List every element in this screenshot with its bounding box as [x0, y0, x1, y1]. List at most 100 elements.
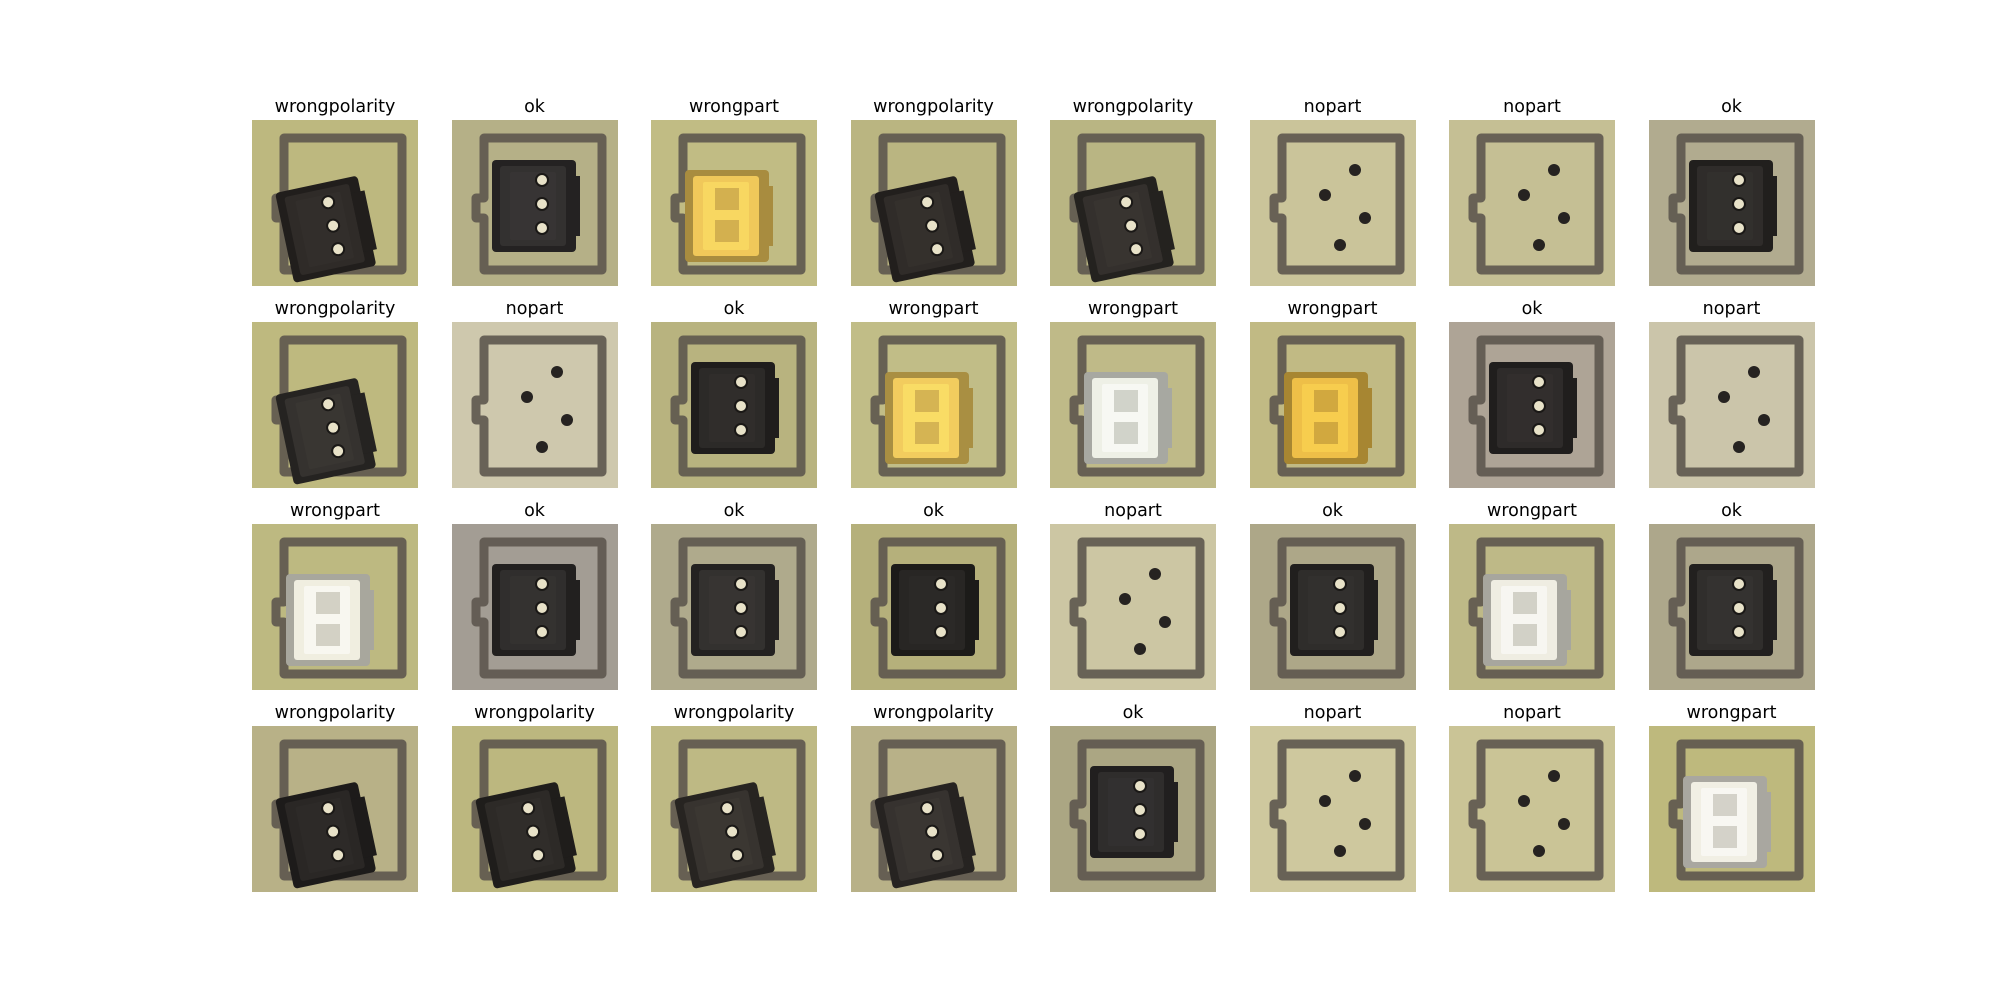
connector-pin — [331, 242, 346, 257]
connector-pin — [1124, 218, 1139, 233]
silkscreen-outline — [471, 739, 606, 881]
pad-hole — [1348, 770, 1361, 782]
connector-photo — [651, 726, 817, 892]
silkscreen-outline — [1668, 537, 1803, 679]
silkscreen-outline — [670, 335, 806, 477]
photo-tile: nopart — [1449, 97, 1615, 286]
pad-hole — [1717, 391, 1730, 403]
connector-photo — [1249, 322, 1416, 488]
tile-label: wrongpart — [888, 299, 979, 319]
connector-photo — [850, 726, 1017, 892]
tile-label: wrongpart — [290, 501, 380, 521]
photo-tile: wrongpart — [1648, 703, 1815, 892]
connector-photo — [451, 524, 618, 690]
silkscreen-outline — [271, 739, 407, 881]
tile-label: nopart — [505, 299, 564, 319]
connector-body — [275, 378, 377, 485]
photo-tile: nopart — [1050, 501, 1216, 690]
silkscreen-outline — [1069, 133, 1205, 275]
connector-photo — [850, 120, 1017, 286]
photo-tile: wrongpart — [1050, 299, 1216, 488]
photo-tile: wrongpart — [651, 97, 817, 286]
silkscreen-outline — [1668, 739, 1803, 881]
connector-pin — [734, 601, 748, 615]
silkscreen-outline — [1269, 739, 1404, 881]
tile-label: ok — [1721, 97, 1742, 117]
silkscreen-outline — [1468, 537, 1604, 679]
connector-pin — [1731, 173, 1746, 187]
connector-pin — [924, 824, 939, 839]
photo-tile: wrongpart — [850, 299, 1017, 488]
silkscreen-outline — [1468, 335, 1604, 477]
connector-pin — [933, 601, 948, 615]
connector-pin — [1332, 625, 1347, 639]
connector-pin — [1133, 779, 1147, 793]
connector-photo — [252, 524, 418, 690]
photo-tile: wrongpolarity — [252, 299, 418, 488]
connector-pin — [734, 423, 748, 437]
pad-hole — [1358, 818, 1371, 830]
pad-hole — [1348, 164, 1361, 176]
photo-tile: ok — [651, 501, 817, 690]
connector-pin — [933, 577, 948, 591]
connector-pin — [1731, 197, 1746, 211]
pad-hole — [1558, 212, 1570, 224]
connector-body — [275, 782, 377, 889]
silkscreen-outline — [870, 739, 1005, 881]
silkscreen-outline — [471, 537, 606, 679]
connector-body — [685, 170, 773, 262]
connector-body — [475, 782, 577, 889]
connector-pin — [1731, 577, 1746, 591]
connector-pin — [534, 221, 549, 235]
silkscreen-outline — [271, 537, 407, 679]
tile-label: ok — [524, 97, 545, 117]
connector-photo — [850, 524, 1017, 690]
connector-pin — [331, 848, 346, 863]
photo-tile: nopart — [1648, 299, 1815, 488]
tile-label: ok — [1122, 703, 1144, 723]
connector-body — [1682, 776, 1771, 868]
tile-label: wrongpart — [1686, 703, 1777, 723]
connector-pin — [734, 375, 748, 389]
connector-pin — [734, 625, 748, 639]
photo-tile: ok — [451, 97, 618, 286]
connector-body — [884, 372, 973, 464]
connector-pin — [1119, 195, 1134, 210]
silkscreen-outline — [1668, 133, 1803, 275]
tile-label: nopart — [1702, 299, 1761, 319]
silkscreen-outline — [1269, 537, 1404, 679]
connector-pin — [734, 399, 748, 413]
pad-hole — [1134, 643, 1146, 655]
silkscreen-outline — [870, 537, 1005, 679]
connector-photo — [451, 322, 618, 488]
photo-tile: wrongpolarity — [252, 703, 418, 892]
photo-tile: nopart — [451, 299, 618, 488]
connector-photo — [1249, 726, 1416, 892]
photo-tile: wrongpolarity — [1050, 97, 1216, 286]
pad-hole — [1757, 414, 1770, 426]
tile-label: ok — [524, 501, 545, 521]
connector-body — [1084, 372, 1172, 464]
silkscreen-outline — [870, 335, 1005, 477]
connector-pin — [331, 444, 346, 459]
photo-tile: ok — [1449, 299, 1615, 488]
connector-photo — [252, 322, 418, 488]
pad-hole — [520, 391, 533, 403]
silkscreen-outline — [1468, 739, 1604, 881]
silkscreen-outline — [471, 335, 606, 477]
connector-pin — [734, 577, 748, 591]
connector-photo — [1249, 524, 1416, 690]
connector-pin — [326, 218, 341, 233]
photo-tile: wrongpart — [1249, 299, 1416, 488]
connector-body — [691, 362, 779, 454]
connector-body — [874, 176, 976, 283]
connector-photo — [651, 120, 817, 286]
photo-tile: wrongpart — [252, 501, 418, 690]
tile-label: wrongpart — [1487, 501, 1577, 521]
photo-tile: nopart — [1249, 97, 1416, 286]
pad-hole — [1548, 164, 1560, 176]
tile-label: wrongpolarity — [1072, 97, 1194, 117]
connector-pin — [730, 848, 745, 863]
connector-pin — [534, 173, 549, 187]
connector-body — [691, 564, 779, 656]
